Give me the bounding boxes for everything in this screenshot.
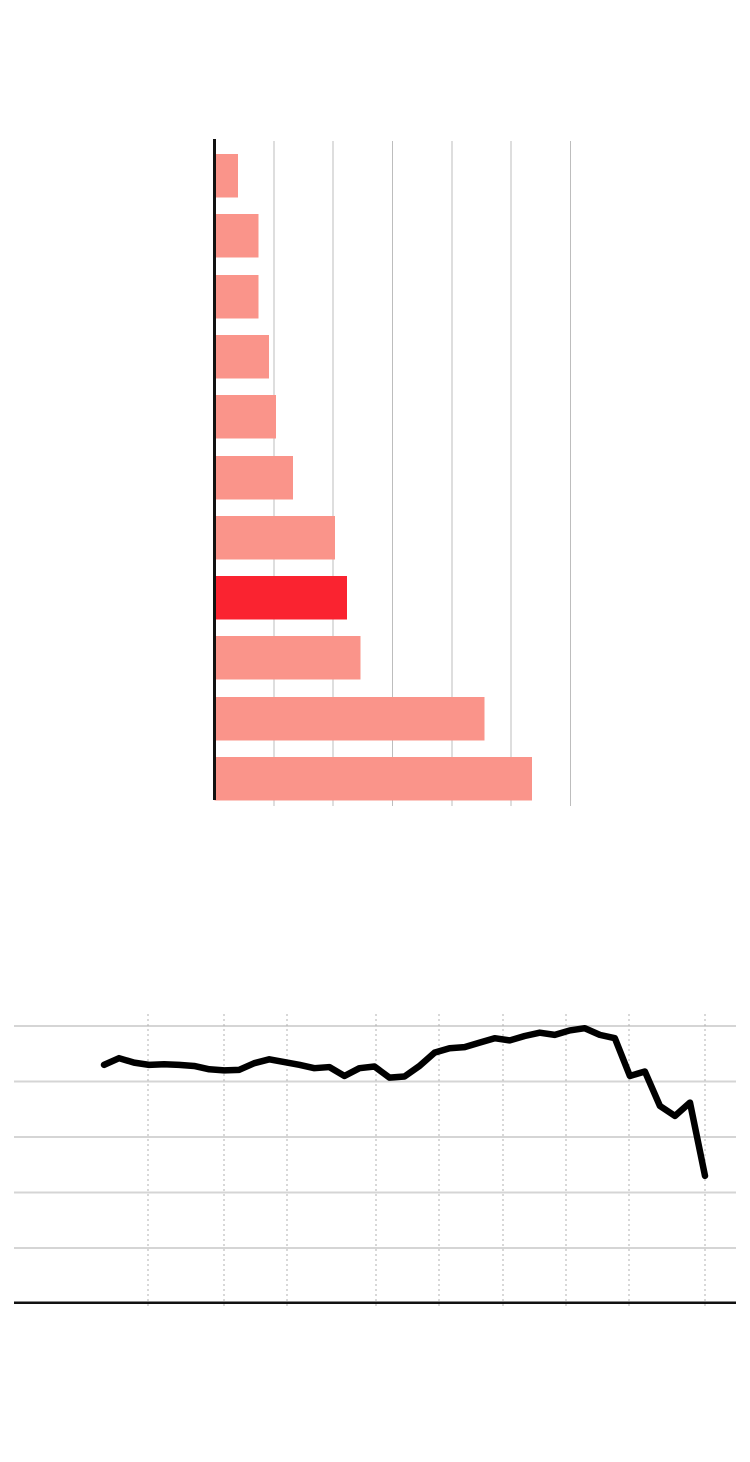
bar-highlighted — [214, 576, 347, 620]
table-row — [214, 335, 270, 379]
table-row — [214, 636, 361, 680]
table-row — [214, 214, 259, 258]
bar-series — [214, 154, 532, 801]
line-series-path — [100, 1024, 709, 1180]
table-row — [214, 275, 259, 319]
table-row — [214, 697, 485, 741]
table-row — [214, 516, 335, 560]
bar-chart-panel — [213, 139, 572, 806]
horizontal-bar-chart — [213, 139, 572, 806]
line-chart-panel — [0, 900, 750, 1462]
table-row — [214, 154, 239, 198]
bar-vertical-gridlines — [273, 141, 572, 806]
table-row — [214, 395, 277, 439]
line-chart — [14, 1014, 736, 1309]
table-row — [214, 757, 532, 801]
line-horizontal-gridlines — [14, 1024, 736, 1250]
line-vertical-gridlines — [147, 1014, 706, 1309]
table-row — [214, 456, 293, 500]
